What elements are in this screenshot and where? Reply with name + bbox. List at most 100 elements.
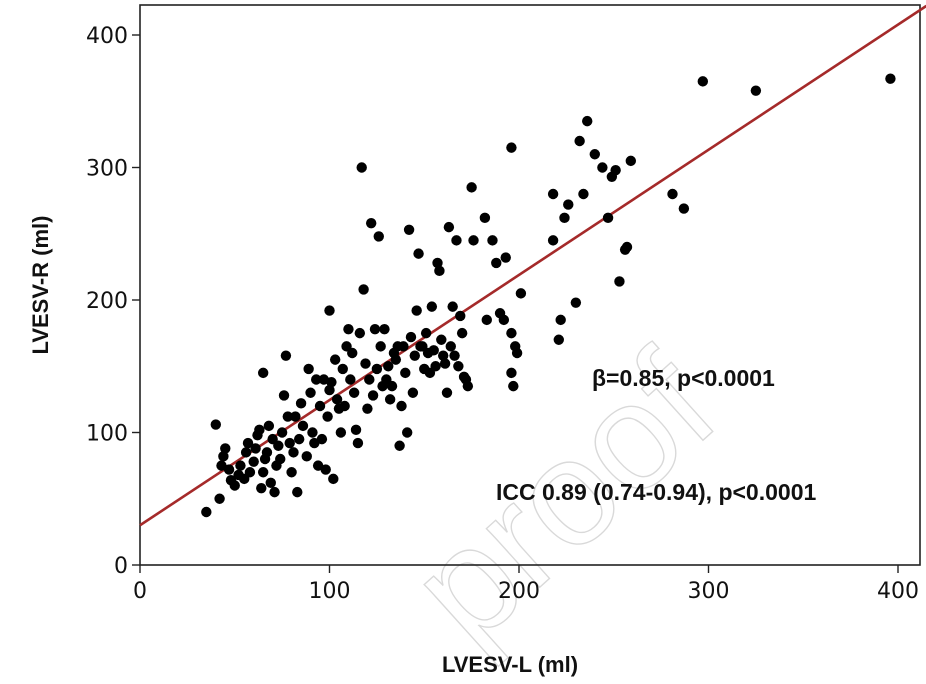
data-point	[455, 310, 466, 322]
data-point	[547, 188, 559, 200]
data-point	[301, 451, 312, 462]
y-tick-label: 0	[114, 554, 128, 579]
data-point	[375, 341, 386, 352]
data-point	[348, 387, 360, 398]
data-point	[288, 447, 299, 458]
data-point	[358, 284, 369, 295]
data-point	[621, 241, 633, 253]
x-tick-label: 100	[309, 579, 351, 604]
data-point	[250, 443, 261, 454]
data-point	[362, 403, 373, 414]
data-point	[438, 350, 449, 361]
data-point	[269, 486, 280, 498]
data-point	[589, 149, 600, 160]
data-points	[201, 73, 896, 518]
data-point	[284, 437, 295, 449]
data-point	[265, 477, 276, 489]
data-point	[290, 411, 301, 422]
data-point	[697, 76, 709, 87]
data-point	[400, 367, 411, 379]
data-point	[229, 480, 240, 491]
data-point	[352, 437, 364, 449]
data-point	[316, 433, 328, 445]
data-point	[335, 427, 347, 438]
data-point	[254, 424, 265, 436]
y-axis-title: LVESV-R (ml)	[28, 216, 53, 355]
data-point	[356, 162, 367, 173]
axis-ticks: 0 100 200 300 400 0 100 200 300 400	[86, 24, 919, 604]
y-tick-label: 200	[86, 289, 128, 314]
data-point	[563, 199, 574, 210]
data-point	[506, 367, 517, 379]
data-point	[411, 305, 422, 316]
data-point	[405, 331, 417, 343]
data-point	[320, 464, 331, 475]
data-point	[280, 350, 292, 361]
data-point	[667, 188, 678, 200]
data-point	[383, 361, 394, 372]
data-point	[201, 506, 212, 518]
data-point	[597, 162, 608, 173]
data-point	[257, 467, 269, 478]
data-point	[214, 493, 225, 504]
x-tick-label: 400	[877, 579, 919, 604]
data-point	[329, 354, 341, 365]
data-point	[453, 361, 464, 372]
data-point	[491, 257, 502, 269]
data-point	[384, 394, 396, 405]
data-point	[276, 427, 288, 438]
data-point	[354, 327, 366, 339]
data-point	[582, 115, 593, 127]
data-point	[430, 361, 441, 372]
data-point	[407, 387, 419, 398]
plot-frame	[139, 4, 921, 566]
data-point	[451, 235, 462, 246]
data-point	[559, 212, 570, 224]
data-point	[456, 327, 468, 339]
data-point	[311, 374, 322, 385]
data-point	[434, 265, 445, 277]
data-point	[555, 314, 566, 326]
data-point	[286, 467, 297, 478]
data-point	[466, 182, 477, 193]
x-tick-label: 200	[498, 579, 540, 604]
data-point	[441, 387, 453, 398]
data-point	[373, 231, 384, 242]
data-point	[256, 482, 267, 494]
data-point	[432, 257, 443, 269]
data-point	[244, 467, 256, 478]
data-point	[263, 420, 275, 432]
data-point	[403, 224, 415, 235]
data-point	[331, 394, 343, 405]
data-point	[371, 363, 383, 375]
data-point	[570, 297, 582, 308]
data-point	[426, 301, 438, 312]
data-point	[275, 453, 286, 465]
data-point	[547, 235, 559, 246]
data-point	[350, 424, 362, 436]
x-axis-title: LVESV-L (ml)	[442, 652, 578, 677]
icc-annotation: ICC 0.89 (0.74-0.94), p<0.0001	[496, 479, 816, 505]
data-point	[401, 427, 413, 438]
data-point	[481, 314, 492, 326]
data-point	[347, 347, 358, 359]
data-point	[365, 217, 377, 229]
data-point	[322, 411, 333, 422]
data-point	[297, 420, 309, 432]
data-point	[257, 367, 269, 379]
data-point	[678, 203, 690, 214]
data-point	[602, 212, 614, 224]
beta-annotation: β=0.85, p<0.0001	[592, 365, 775, 391]
data-point	[345, 374, 356, 385]
data-point	[261, 447, 273, 458]
data-point	[367, 390, 379, 401]
data-point	[324, 305, 335, 316]
data-point	[625, 155, 637, 167]
data-point	[445, 341, 456, 352]
data-point	[396, 400, 407, 412]
data-point	[293, 433, 305, 445]
data-point	[324, 384, 335, 396]
data-point	[447, 301, 458, 312]
data-point	[360, 358, 371, 369]
